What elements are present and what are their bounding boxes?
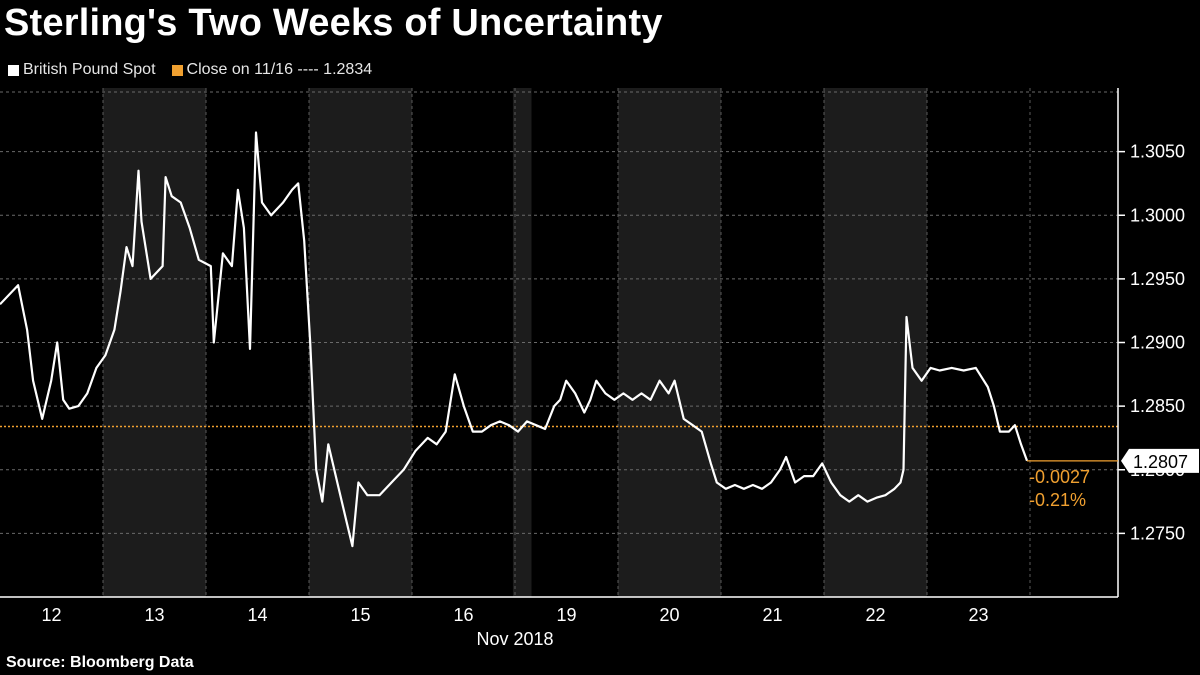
- y-tick-label: 1.2850: [1130, 396, 1185, 416]
- gridlines: [0, 88, 1118, 597]
- shaded-band: [103, 88, 206, 597]
- legend-series-swatch: [8, 64, 19, 76]
- y-tick-label: 1.3000: [1130, 205, 1185, 225]
- legend: British Pound Spot Close on 11/16 ---- 1…: [8, 61, 388, 79]
- x-tick-label: 23: [968, 605, 988, 625]
- x-axis-label: Nov 2018: [476, 629, 553, 649]
- source-note: Source: Bloomberg Data: [6, 654, 194, 671]
- y-tick-label: 1.2950: [1130, 269, 1185, 289]
- y-tick-label: 1.2750: [1130, 523, 1185, 543]
- legend-reference-label: Close on 11/16 ---- 1.2834: [186, 61, 373, 78]
- x-tick-label: 15: [350, 605, 370, 625]
- legend-item-series: British Pound Spot: [8, 61, 156, 79]
- x-tick-label: 14: [247, 605, 267, 625]
- series-line-british-pound-spot: [0, 131, 1029, 548]
- last-value-badge: [1121, 448, 1199, 473]
- y-tick-label: 1.2900: [1130, 333, 1185, 353]
- shaded-band: [824, 88, 927, 597]
- x-tick-label: 22: [865, 605, 885, 625]
- series-layer: [0, 131, 1118, 548]
- x-tick-label: 12: [41, 605, 61, 625]
- x-tick-label: 21: [762, 605, 782, 625]
- chart-title: Sterling's Two Weeks of Uncertainty: [4, 2, 663, 44]
- last-value-label: 1.2807: [1133, 452, 1188, 472]
- axis-labels: 1.27501.28001.28501.29001.29501.30001.30…: [41, 142, 1199, 649]
- y-tick-label: 1.3050: [1130, 142, 1185, 162]
- x-tick-label: 20: [659, 605, 679, 625]
- legend-reference-swatch: [171, 64, 183, 76]
- change-percent: -0.21%: [1029, 490, 1086, 510]
- x-tick-label: 16: [453, 605, 473, 625]
- change-value: -0.0027: [1029, 467, 1090, 487]
- legend-item-reference: Close on 11/16 ---- 1.2834: [171, 61, 373, 79]
- x-tick-label: 13: [144, 605, 164, 625]
- shaded-band: [618, 88, 721, 597]
- legend-series-label: British Pound Spot: [23, 61, 156, 78]
- x-tick-label: 19: [556, 605, 576, 625]
